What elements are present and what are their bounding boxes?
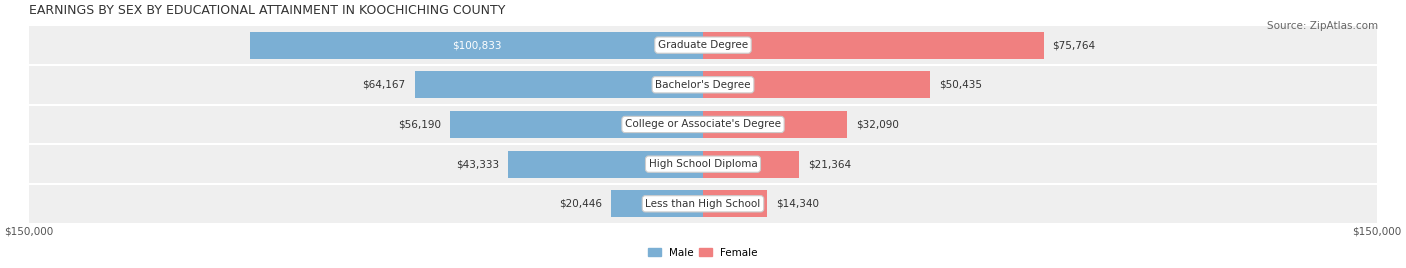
Bar: [28, 184, 1378, 224]
Bar: [703, 71, 929, 98]
Text: College or Associate's Degree: College or Associate's Degree: [626, 120, 780, 129]
Bar: [703, 111, 848, 138]
Text: $100,833: $100,833: [451, 40, 501, 50]
Text: $64,167: $64,167: [363, 80, 405, 90]
Text: Bachelor's Degree: Bachelor's Degree: [655, 80, 751, 90]
Text: $43,333: $43,333: [456, 159, 499, 169]
Bar: [508, 151, 703, 178]
Text: EARNINGS BY SEX BY EDUCATIONAL ATTAINMENT IN KOOCHICHING COUNTY: EARNINGS BY SEX BY EDUCATIONAL ATTAINMEN…: [28, 4, 505, 17]
Text: $20,446: $20,446: [560, 199, 602, 209]
Bar: [612, 190, 703, 217]
Text: $50,435: $50,435: [939, 80, 981, 90]
Bar: [250, 32, 703, 59]
Text: $21,364: $21,364: [808, 159, 851, 169]
Text: Source: ZipAtlas.com: Source: ZipAtlas.com: [1267, 21, 1378, 31]
Text: $32,090: $32,090: [856, 120, 898, 129]
Legend: Male, Female: Male, Female: [644, 244, 762, 262]
Bar: [703, 32, 1043, 59]
Text: $56,190: $56,190: [398, 120, 441, 129]
Bar: [703, 151, 799, 178]
Text: High School Diploma: High School Diploma: [648, 159, 758, 169]
Text: $75,764: $75,764: [1053, 40, 1095, 50]
Bar: [28, 65, 1378, 105]
Text: Graduate Degree: Graduate Degree: [658, 40, 748, 50]
Bar: [703, 190, 768, 217]
Bar: [450, 111, 703, 138]
Bar: [28, 144, 1378, 184]
Bar: [28, 105, 1378, 144]
Text: Less than High School: Less than High School: [645, 199, 761, 209]
Text: $14,340: $14,340: [776, 199, 820, 209]
Bar: [415, 71, 703, 98]
Bar: [28, 25, 1378, 65]
